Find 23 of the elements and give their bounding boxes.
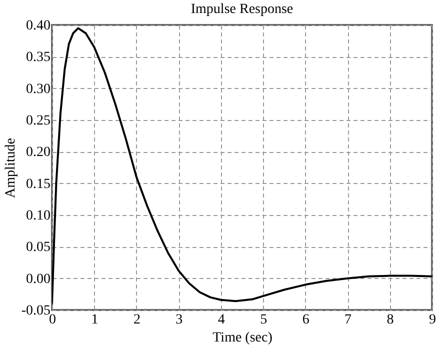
x-tick-label: 9 bbox=[429, 312, 436, 328]
y-axis-title: Amplitude bbox=[3, 138, 18, 198]
x-tick-label: 2 bbox=[133, 312, 140, 328]
x-tick-label: 8 bbox=[386, 312, 394, 328]
y-tick-label: 0.00 bbox=[26, 272, 50, 287]
y-tick-label: 0.30 bbox=[26, 82, 50, 97]
x-tick-label: 3 bbox=[176, 312, 183, 328]
x-tick-label: 0 bbox=[49, 312, 56, 328]
x-tick-label: 7 bbox=[344, 312, 352, 328]
y-tick-label: 0.25 bbox=[26, 114, 50, 128]
x-tick-label: 1 bbox=[91, 312, 98, 328]
chart-title: Impulse Response bbox=[190, 2, 294, 17]
x-tick-label: 5 bbox=[260, 312, 268, 328]
y-tick-label: 0.20 bbox=[26, 145, 50, 160]
y-tick-label: 0.40 bbox=[26, 18, 50, 34]
y-tick-label: 0.15 bbox=[26, 176, 50, 192]
y-tick-label: 0.05 bbox=[26, 240, 50, 256]
y-tick-label: 0.10 bbox=[26, 208, 50, 224]
x-tick-label: 6 bbox=[302, 312, 310, 328]
x-tick-label: 4 bbox=[218, 312, 225, 328]
y-tick-label: 0.35 bbox=[26, 50, 50, 66]
y-tick-label: -0.05 bbox=[21, 304, 50, 318]
x-axis-title: Time (sec) bbox=[212, 330, 273, 346]
